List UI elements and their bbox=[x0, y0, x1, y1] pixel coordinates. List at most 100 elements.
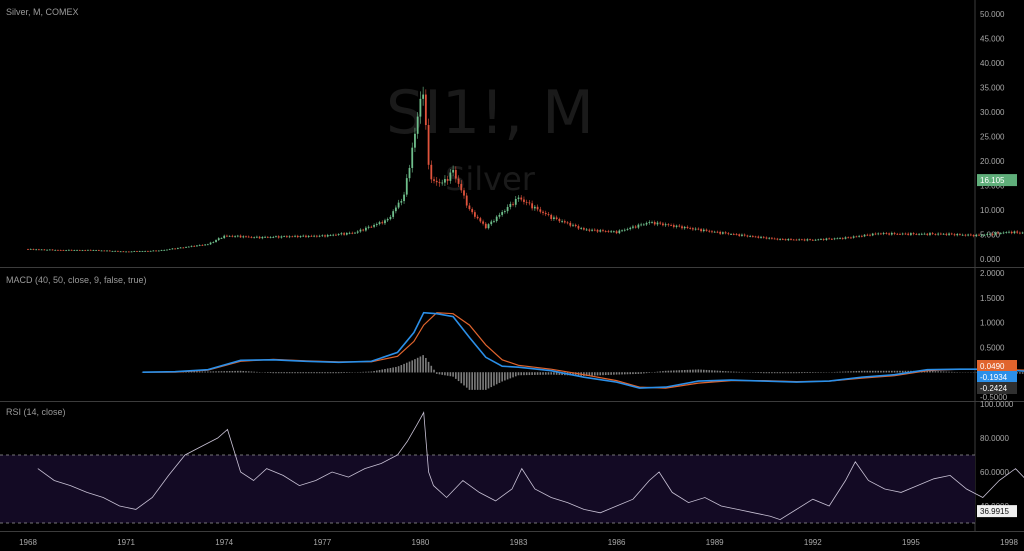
macd-histogram-bar bbox=[324, 372, 326, 374]
macd-histogram-bar bbox=[474, 372, 476, 390]
candle-body bbox=[664, 224, 667, 226]
macd-histogram-bar bbox=[280, 372, 283, 374]
macd-histogram-bar bbox=[310, 372, 313, 374]
candle-body bbox=[618, 230, 621, 234]
candle-body bbox=[397, 202, 400, 208]
candle-body bbox=[626, 228, 629, 230]
candle-body bbox=[155, 250, 157, 252]
candle-body bbox=[711, 231, 713, 233]
candle-body bbox=[100, 250, 103, 252]
candle-body bbox=[792, 239, 795, 241]
watermark-symbol: SI1!, M bbox=[386, 78, 594, 148]
candle-body bbox=[629, 227, 632, 229]
candle-body bbox=[215, 240, 217, 243]
candle-body bbox=[87, 249, 89, 251]
macd-histogram-bar bbox=[882, 370, 885, 373]
macd-histogram-bar bbox=[520, 372, 523, 376]
candle-body bbox=[923, 233, 926, 235]
candle-body bbox=[866, 234, 869, 236]
candle-body bbox=[196, 245, 198, 247]
candle-body bbox=[337, 234, 340, 235]
candle-body bbox=[768, 237, 771, 239]
macd-histogram-bar bbox=[228, 371, 231, 373]
candle-body bbox=[811, 239, 814, 241]
candle-body bbox=[384, 220, 386, 224]
macd-pane-title: MACD (40, 50, close, 9, false, true) bbox=[6, 275, 147, 285]
candle-body bbox=[950, 233, 953, 235]
macd-histogram-bar bbox=[395, 366, 397, 373]
macd-histogram-bar bbox=[427, 361, 430, 373]
candle-body bbox=[621, 230, 623, 232]
candle-body bbox=[106, 250, 108, 252]
candle-body bbox=[746, 235, 749, 237]
macd-histogram-bar bbox=[525, 372, 528, 376]
candle-body bbox=[833, 238, 836, 240]
price-axis-tick-label: 45.000 bbox=[980, 35, 1005, 44]
candle-body bbox=[367, 226, 370, 228]
x-axis-tick-label: 1995 bbox=[902, 538, 920, 547]
macd-histogram-bar bbox=[430, 365, 433, 373]
macd-histogram-bar bbox=[940, 371, 942, 373]
macd-histogram-bar bbox=[291, 372, 294, 374]
macd-histogram-bar bbox=[501, 372, 503, 382]
macd-histogram-bar bbox=[681, 370, 683, 373]
macd-histogram-bar bbox=[239, 370, 242, 373]
macd-histogram-bar bbox=[615, 372, 618, 375]
candle-body bbox=[615, 231, 618, 234]
candle-body bbox=[416, 116, 419, 134]
candle-body bbox=[313, 235, 316, 237]
candle-body bbox=[945, 233, 948, 235]
candle-body bbox=[394, 207, 397, 212]
candle-body bbox=[179, 247, 182, 249]
macd-histogram-bar bbox=[858, 370, 860, 373]
candle-body bbox=[607, 231, 610, 232]
candle-body bbox=[435, 180, 438, 183]
candle-body bbox=[585, 229, 588, 231]
macd-histogram-bar bbox=[732, 371, 735, 373]
macd-histogram-bar bbox=[446, 372, 449, 376]
candle-body bbox=[975, 234, 978, 237]
candle-body bbox=[555, 217, 558, 219]
macd-histogram-bar bbox=[198, 371, 201, 373]
candle-body bbox=[386, 219, 389, 221]
candle-body bbox=[514, 199, 517, 205]
candle-body bbox=[163, 249, 166, 251]
candle-body bbox=[414, 133, 416, 148]
macd-histogram-bar bbox=[700, 369, 702, 373]
macd-histogram-bar bbox=[256, 371, 258, 373]
macd-histogram-bar bbox=[683, 370, 686, 373]
macd-histogram-bar bbox=[313, 372, 315, 374]
candle-body bbox=[762, 236, 765, 238]
macd-histogram-bar bbox=[719, 370, 721, 373]
candle-body bbox=[528, 202, 531, 204]
candle-body bbox=[547, 214, 550, 215]
macd-axis-tick-label: 2.0000 bbox=[980, 269, 1005, 278]
macd-histogram-bar bbox=[283, 372, 285, 374]
macd-histogram-bar bbox=[460, 372, 463, 384]
candle-body bbox=[1008, 231, 1010, 233]
candle-body bbox=[779, 239, 781, 240]
macd-axis-tick-label: 0.5000 bbox=[980, 343, 1005, 352]
candle-body bbox=[814, 239, 817, 241]
candle-body bbox=[724, 232, 727, 234]
macd-histogram-bar bbox=[490, 372, 493, 388]
macd-histogram-bar bbox=[779, 372, 781, 374]
macd-histogram-bar bbox=[435, 372, 438, 374]
macd-histogram-bar bbox=[299, 372, 302, 374]
candle-body bbox=[362, 229, 365, 231]
macd-histogram-bar bbox=[929, 370, 931, 373]
candle-body bbox=[637, 224, 640, 228]
candle-body bbox=[119, 251, 122, 253]
candle-body bbox=[692, 228, 694, 230]
macd-histogram-bar bbox=[738, 371, 741, 373]
macd-histogram-bar bbox=[534, 372, 536, 375]
macd-histogram-bar bbox=[812, 372, 814, 373]
rsi-band-fill bbox=[0, 455, 975, 523]
candle-body bbox=[381, 222, 384, 224]
candle-body bbox=[937, 233, 940, 235]
candle-body bbox=[299, 236, 302, 238]
macd-histogram-bar bbox=[307, 372, 310, 374]
macd-y-axis: 2.0000 1.5000 1.0000 0.5000 -0.5000 bbox=[980, 269, 1008, 402]
macd-histogram-bar bbox=[926, 370, 929, 373]
candle-body bbox=[602, 230, 604, 232]
